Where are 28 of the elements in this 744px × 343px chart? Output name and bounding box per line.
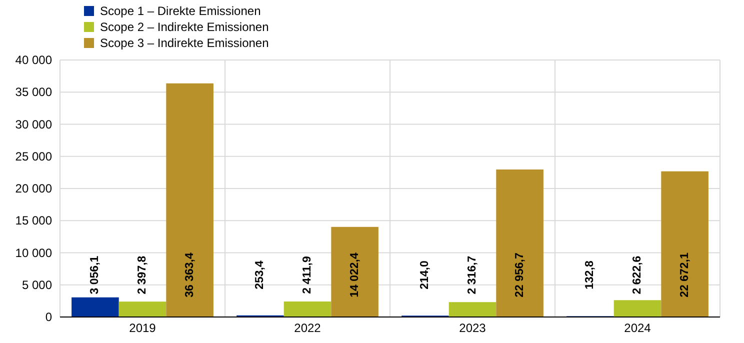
- y-tick-label: 40 000: [15, 53, 52, 67]
- x-tick-label: 2019: [129, 321, 156, 335]
- y-tick-label: 10 000: [15, 246, 52, 260]
- data-label: 2 622,6: [632, 256, 644, 294]
- legend-label: Scope 2 – Indirekte Emissionen: [100, 20, 269, 34]
- y-tick-label: 5 000: [22, 278, 52, 292]
- legend-label: Scope 1 – Direkte Emissionen: [100, 4, 261, 18]
- data-label: 14 022,4: [348, 252, 361, 298]
- data-label: 3 056,1: [89, 255, 102, 294]
- y-tick-label: 15 000: [15, 214, 52, 228]
- data-label: 36 363,4: [184, 252, 196, 298]
- data-label: 2 411,9: [302, 256, 314, 294]
- y-tick-label: 30 000: [15, 117, 52, 132]
- data-label: 2 397,8: [136, 255, 148, 294]
- x-tick-label: 2023: [459, 321, 486, 335]
- data-label: 132,8: [584, 260, 596, 290]
- x-tick-label: 2024: [624, 321, 652, 335]
- data-label: 22 672,1: [678, 252, 691, 298]
- data-label: 253,4: [254, 260, 266, 290]
- legend-label: Scope 3 – Indirekte Emissionen: [100, 36, 269, 50]
- data-label: 22 956,7: [514, 252, 526, 298]
- y-tick-label: 0: [45, 310, 52, 324]
- y-tick-label: 35 000: [15, 85, 52, 100]
- data-label: 214,0: [419, 260, 432, 290]
- x-tick-label: 2022: [294, 321, 322, 335]
- y-tick-label: 20 000: [15, 182, 52, 196]
- y-tick-label: 25 000: [15, 149, 52, 164]
- data-label: 2 316,7: [466, 256, 478, 294]
